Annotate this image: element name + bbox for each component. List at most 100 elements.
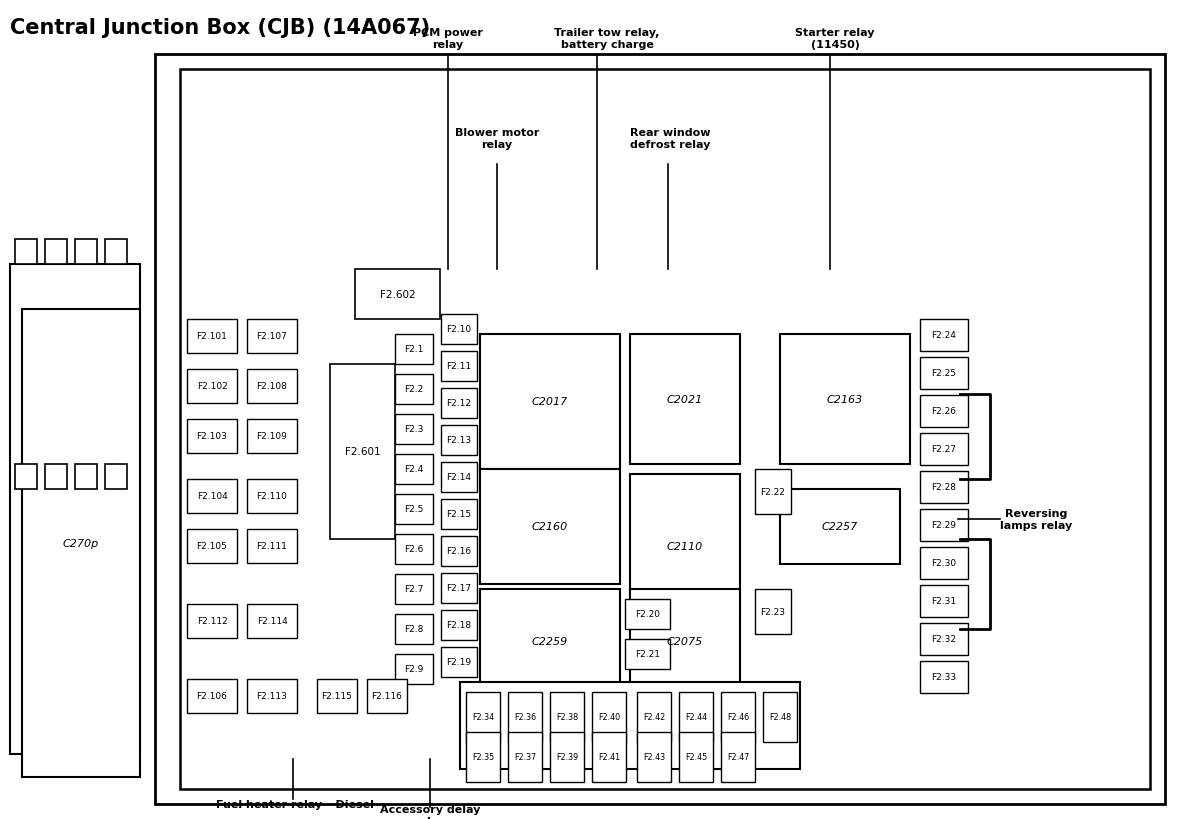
Text: F2.31: F2.31 xyxy=(931,597,956,606)
Text: F2.4: F2.4 xyxy=(405,465,424,474)
Bar xyxy=(592,732,627,782)
Text: F2.44: F2.44 xyxy=(685,713,707,722)
Text: F2.102: F2.102 xyxy=(196,382,228,391)
Bar xyxy=(395,574,432,604)
Text: Fuel heater relay – Diesel: Fuel heater relay – Diesel xyxy=(216,799,374,809)
Text: F2.16: F2.16 xyxy=(447,547,472,556)
Text: F2.9: F2.9 xyxy=(404,665,424,674)
Bar xyxy=(755,590,791,634)
Text: Trailer tow relay,
battery charge: Trailer tow relay, battery charge xyxy=(555,29,660,50)
Bar xyxy=(10,265,140,754)
Text: F2.3: F2.3 xyxy=(404,425,424,434)
Bar xyxy=(247,479,297,514)
Bar xyxy=(395,335,432,364)
Bar xyxy=(395,614,432,645)
Bar xyxy=(247,604,297,638)
Bar xyxy=(441,647,477,677)
Bar xyxy=(395,414,432,445)
Bar xyxy=(441,314,477,345)
Bar xyxy=(920,433,968,465)
Text: F2.39: F2.39 xyxy=(556,753,579,762)
Bar xyxy=(441,463,477,492)
Text: C2075: C2075 xyxy=(667,636,703,647)
Bar xyxy=(105,464,127,490)
Bar xyxy=(679,732,713,782)
Text: F2.114: F2.114 xyxy=(256,617,288,626)
Text: C2110: C2110 xyxy=(667,542,703,552)
Bar xyxy=(367,679,407,713)
Bar xyxy=(16,464,37,490)
Text: F2.41: F2.41 xyxy=(598,753,621,762)
Text: F2.40: F2.40 xyxy=(598,713,621,722)
Bar xyxy=(920,623,968,655)
Text: F2.6: F2.6 xyxy=(404,545,424,554)
Bar xyxy=(920,358,968,390)
Text: F2.15: F2.15 xyxy=(447,510,472,519)
Bar xyxy=(247,369,297,404)
Text: F2.106: F2.106 xyxy=(196,692,228,700)
Bar xyxy=(355,269,440,319)
Text: F2.35: F2.35 xyxy=(472,753,494,762)
Bar xyxy=(395,374,432,405)
Bar xyxy=(780,335,910,464)
Bar xyxy=(480,469,621,584)
Text: F2.27: F2.27 xyxy=(932,445,956,454)
Text: C270p: C270p xyxy=(62,538,99,549)
Text: C2257: C2257 xyxy=(822,522,858,532)
Bar xyxy=(187,479,237,514)
Text: Central Junction Box (CJB) (14A067): Central Junction Box (CJB) (14A067) xyxy=(10,18,430,38)
Text: C2017: C2017 xyxy=(532,397,568,407)
Bar xyxy=(920,586,968,618)
Bar xyxy=(630,590,740,695)
Bar xyxy=(395,455,432,484)
Text: F2.21: F2.21 xyxy=(635,649,660,658)
Text: C2259: C2259 xyxy=(532,636,568,647)
Bar xyxy=(920,661,968,693)
Bar xyxy=(395,534,432,564)
Text: F2.2: F2.2 xyxy=(405,385,424,394)
Bar xyxy=(105,240,127,265)
Bar xyxy=(755,469,791,514)
Text: F2.5: F2.5 xyxy=(404,505,424,514)
Bar xyxy=(679,692,713,742)
Bar xyxy=(441,351,477,382)
Text: F2.45: F2.45 xyxy=(685,753,707,762)
Bar xyxy=(46,240,67,265)
Bar xyxy=(329,364,395,540)
Bar xyxy=(247,529,297,563)
Bar xyxy=(480,335,621,469)
Bar xyxy=(75,240,97,265)
Bar xyxy=(395,654,432,684)
Text: F2.20: F2.20 xyxy=(635,610,660,618)
Text: F2.103: F2.103 xyxy=(196,432,228,441)
Text: F2.12: F2.12 xyxy=(447,399,472,408)
Bar xyxy=(441,610,477,640)
Text: F2.38: F2.38 xyxy=(556,713,579,722)
Bar xyxy=(625,600,670,629)
Bar xyxy=(155,55,1164,804)
Bar xyxy=(780,490,900,564)
Text: Starter relay
(11450): Starter relay (11450) xyxy=(795,29,875,50)
Text: F2.116: F2.116 xyxy=(371,692,403,700)
Text: F2.602: F2.602 xyxy=(380,290,416,300)
Bar xyxy=(630,335,740,464)
Text: F2.29: F2.29 xyxy=(932,521,956,530)
Text: F2.105: F2.105 xyxy=(196,542,228,551)
Text: F2.43: F2.43 xyxy=(643,753,665,762)
Bar xyxy=(187,319,237,354)
Text: F2.110: F2.110 xyxy=(256,492,288,501)
Text: F2.1: F2.1 xyxy=(404,345,424,354)
Bar xyxy=(247,419,297,454)
Text: F2.23: F2.23 xyxy=(761,607,786,616)
Bar xyxy=(441,426,477,455)
Bar xyxy=(46,464,67,490)
Text: F2.115: F2.115 xyxy=(321,692,352,700)
Bar xyxy=(180,70,1150,789)
Bar xyxy=(317,679,357,713)
Text: F2.18: F2.18 xyxy=(447,621,472,630)
Text: F2.108: F2.108 xyxy=(256,382,288,391)
Bar xyxy=(247,319,297,354)
Text: F2.42: F2.42 xyxy=(643,713,665,722)
Bar xyxy=(763,692,797,742)
Bar xyxy=(920,509,968,541)
